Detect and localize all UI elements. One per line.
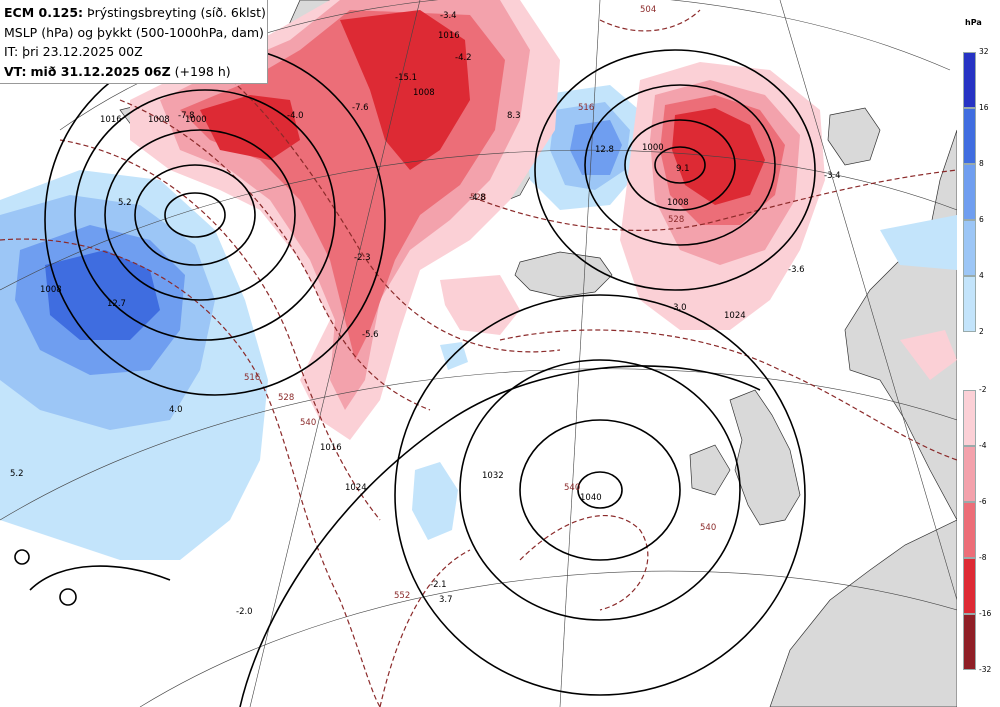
tendency-label: -4.0 (287, 111, 304, 121)
valid-time-label: VT: (4, 63, 27, 79)
tendency-label: -2.1 (430, 580, 447, 590)
isobar-label: 1000 (642, 143, 664, 153)
isobar-label: 1008 (667, 198, 689, 208)
isobars (14, 44, 816, 707)
isobar-label: 1008 (40, 285, 62, 295)
thickness-label: 504 (640, 5, 656, 15)
isobar-label: 1016 (438, 31, 460, 41)
fall-tick-label: -8 (979, 553, 987, 562)
weather-map: 1016 1008 1000 1008 1016 1024 1032 1040 … (0, 0, 957, 707)
tendency-label: 5.2 (10, 469, 24, 479)
legend-unit: hPa (965, 18, 982, 27)
thickness-contours (0, 9, 957, 707)
thickness-label: 528 (470, 193, 486, 203)
tendency-labels: -3.4 -4.2 -7.6 -15.1 -7.8 8.3 -4.0 -4.8 … (10, 11, 841, 617)
tendency-label: -3.6 (788, 265, 805, 275)
isobar-label: 1008 (148, 115, 170, 125)
init-time: IT: þri 23.12.2025 00Z (4, 44, 143, 59)
rise-tick-label: 8 (979, 159, 984, 168)
fall-tick-label: -4 (979, 441, 987, 450)
europe-land (769, 519, 957, 707)
tendency-label: 5.2 (118, 198, 132, 208)
thickness-label: 540 (700, 523, 716, 533)
isobar-label: 1032 (482, 471, 504, 481)
rise-color-box (963, 276, 976, 332)
thickness-labels: 516 528 540 552 540 540 504 516 528 528 (244, 5, 716, 601)
isobar-label: 1024 (724, 311, 746, 321)
thickness-label: 528 (668, 215, 684, 225)
valid-time-value: mið 31.12.2025 06Z (30, 63, 171, 79)
tendency-label: -3.0 (670, 303, 687, 313)
thickness-label: 540 (300, 418, 316, 428)
fall-tick-label: -16 (979, 609, 992, 618)
map-info-header: ECM 0.125: Þrýstingsbreyting (síð. 6klst… (0, 0, 268, 84)
tendency-label: 12.8 (595, 145, 614, 155)
thickness-label: 540 (564, 483, 580, 493)
isobar-label: 1024 (345, 483, 367, 493)
isobar-label: 1016 (100, 115, 122, 125)
tendency-label: -3.4 (824, 171, 841, 181)
ireland-land (689, 444, 731, 496)
isobar-label: 1040 (580, 493, 602, 503)
valid-time-line: VT: mið 31.12.2025 06Z (+198 h) (4, 62, 267, 82)
rise-color-box (963, 108, 976, 164)
colorbar-legend: hPa 32 16 8 6 4 2 -2 -4 -6 -8 -16 -32 (957, 0, 1000, 707)
tendency-label: -15.1 (395, 73, 417, 83)
model-name: ECM 0.125: (4, 5, 84, 20)
rise-tick-label: 16 (979, 103, 989, 112)
lead-time: (+198 h) (174, 63, 231, 79)
isobar-labels: 1016 1008 1000 1008 1016 1024 1032 1040 … (40, 31, 746, 503)
tendency-label: -5.6 (362, 330, 379, 340)
tendency-label: -7.8 (178, 111, 195, 121)
fall-color-box (963, 558, 976, 614)
tendency-label: 12.7 (107, 299, 126, 309)
fall-color-box (963, 446, 976, 502)
rise-color-box (963, 164, 976, 220)
field-title: Þrýstingsbreyting (síð. 6klst) (87, 5, 266, 20)
fall-tick-label: -32 (979, 665, 992, 674)
field-subtitle: MSLP (hPa) og þykkt (500-1000hPa, dam) (4, 24, 264, 40)
britain-land (729, 389, 801, 526)
thickness-label: 528 (278, 393, 294, 403)
tendency-label: 4.0 (169, 405, 183, 415)
isobar-label: 1016 (320, 443, 342, 453)
rise-tick-label: 6 (979, 215, 984, 224)
svalbard-land (827, 107, 881, 166)
rise-tick-label: 2 (979, 327, 984, 336)
tendency-label: -7.6 (352, 103, 369, 113)
rise-tick-label: 4 (979, 271, 984, 280)
thickness-label: 516 (244, 373, 260, 383)
tendency-label: -2.3 (354, 253, 371, 263)
model-title-line: ECM 0.125: Þrýstingsbreyting (síð. 6klst… (4, 3, 267, 23)
tendency-label: 9.1 (676, 164, 690, 174)
tendency-label: -4.2 (455, 53, 472, 63)
rise-tick-label: 32 (979, 47, 989, 56)
tendency-label: -4.8 (469, 193, 486, 203)
thickness-label: 516 (578, 103, 594, 113)
tendency-label: 3.7 (439, 595, 453, 605)
fall-tick-label: -2 (979, 385, 987, 394)
pressure-fall-areas (130, 0, 957, 440)
fall-color-box (963, 614, 976, 670)
fall-color-box (963, 390, 976, 446)
thickness-label: 552 (394, 591, 410, 601)
tendency-label: -2.0 (236, 607, 253, 617)
rise-color-box (963, 220, 976, 276)
tendency-label: 8.3 (507, 111, 521, 121)
isobar-label: 1000 (185, 115, 207, 125)
rise-color-box (963, 52, 976, 108)
fall-color-box (963, 502, 976, 558)
isobar-label: 1008 (413, 88, 435, 98)
tendency-label: -3.4 (440, 11, 457, 21)
fall-tick-label: -6 (979, 497, 987, 506)
